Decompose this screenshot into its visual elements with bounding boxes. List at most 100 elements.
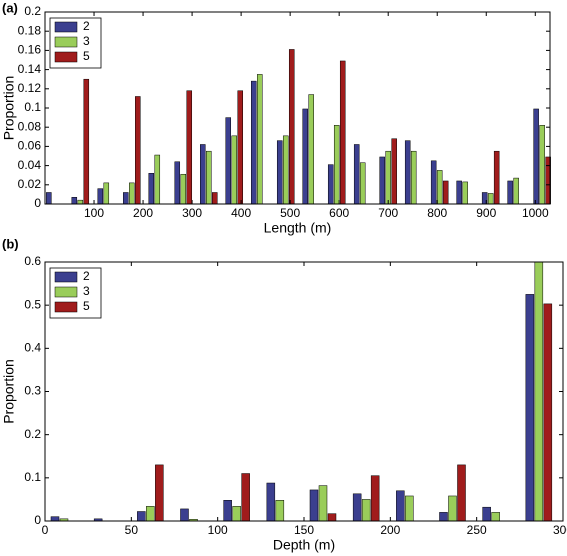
y-tick-label: 0 [34,513,41,527]
bar [146,506,155,522]
plot-area [45,12,550,204]
y-tick-label: 0.18 [18,23,42,37]
x-tick-label: 1000 [522,206,549,220]
y-tick-label: 0.16 [18,43,42,57]
bar [212,192,218,205]
bar [155,464,164,522]
legend-label: 3 [83,284,90,298]
y-tick-label: 0.04 [18,158,42,172]
bar [241,473,250,522]
x-tick-label: 0 [42,523,49,537]
bar [50,516,60,522]
bar [282,135,289,205]
bar [436,170,443,205]
y-tick-label: 0.12 [18,81,42,95]
y-tick-label: 0.2 [24,4,41,18]
x-axis-label: Depth (m) [273,537,335,553]
bar [391,138,397,205]
bar [103,182,110,205]
x-tick-label: 800 [427,206,447,220]
plot-area [45,262,563,521]
bar [533,108,539,205]
bar [525,294,535,522]
legend-swatch [54,51,78,63]
bar [223,500,232,522]
bar [180,508,189,522]
bar [456,180,462,205]
bar [353,144,360,205]
y-axis-label: Proportion [1,76,17,141]
bar [71,197,78,205]
panel-label: (b) [2,236,19,251]
y-tick-label: 0.3 [24,384,41,398]
legend-label: 2 [83,269,90,283]
bar [180,173,187,205]
bar [46,192,52,205]
x-tick-label: 700 [378,206,398,220]
bar [129,182,135,205]
x-tick-label: 50 [125,523,139,537]
bar [135,96,141,205]
legend-label: 2 [83,19,90,33]
bar [493,150,500,205]
bar [442,180,449,205]
bar [83,78,90,205]
bar [206,150,212,205]
bar [507,180,513,205]
bar [123,192,129,205]
x-tick-label: 200 [133,206,153,220]
x-tick-label: 200 [380,523,400,537]
bar [539,125,545,205]
x-tick-label: 300 [182,206,202,220]
bar [318,485,328,522]
y-tick-label: 0.1 [24,470,41,484]
bar [174,161,181,205]
legend-swatch [54,36,78,48]
bar [186,90,193,205]
bar [275,500,285,522]
bar [439,512,448,522]
bar [288,49,295,205]
bar [543,303,553,522]
legend-swatch [54,21,78,33]
bar [405,495,414,522]
y-tick-label: 0.4 [24,341,41,355]
x-tick-label: 300 [553,523,567,537]
bar [200,144,206,205]
bar [396,490,405,522]
bar [491,512,500,522]
y-tick-label: 0.08 [18,119,42,133]
y-tick-label: 0.2 [24,427,41,441]
bar [154,154,161,205]
bar [225,117,232,205]
bar [430,160,437,205]
bar [137,511,146,522]
x-tick-label: 500 [280,206,300,220]
bar [359,162,366,205]
bar [327,164,334,205]
bar [370,475,380,522]
bar [534,261,544,522]
legend-label: 5 [83,299,90,313]
bar [410,150,417,205]
bar [339,60,346,205]
y-tick-label: 0.1 [24,100,41,114]
legend-label: 3 [83,34,90,48]
y-axis-label: Proportion [1,359,17,424]
bar [276,140,283,205]
legend-swatch [54,301,78,313]
y-tick-label: 0.02 [18,177,42,191]
bar [266,482,276,522]
bar [487,193,494,205]
bar [361,499,371,522]
bar [379,156,385,205]
x-tick-label: 100 [208,523,228,537]
bar [448,495,457,522]
y-tick-label: 0 [34,196,41,210]
bar [327,513,337,522]
bar [302,108,308,205]
legend-swatch [54,271,78,283]
bar [250,80,257,205]
bar [352,493,362,522]
